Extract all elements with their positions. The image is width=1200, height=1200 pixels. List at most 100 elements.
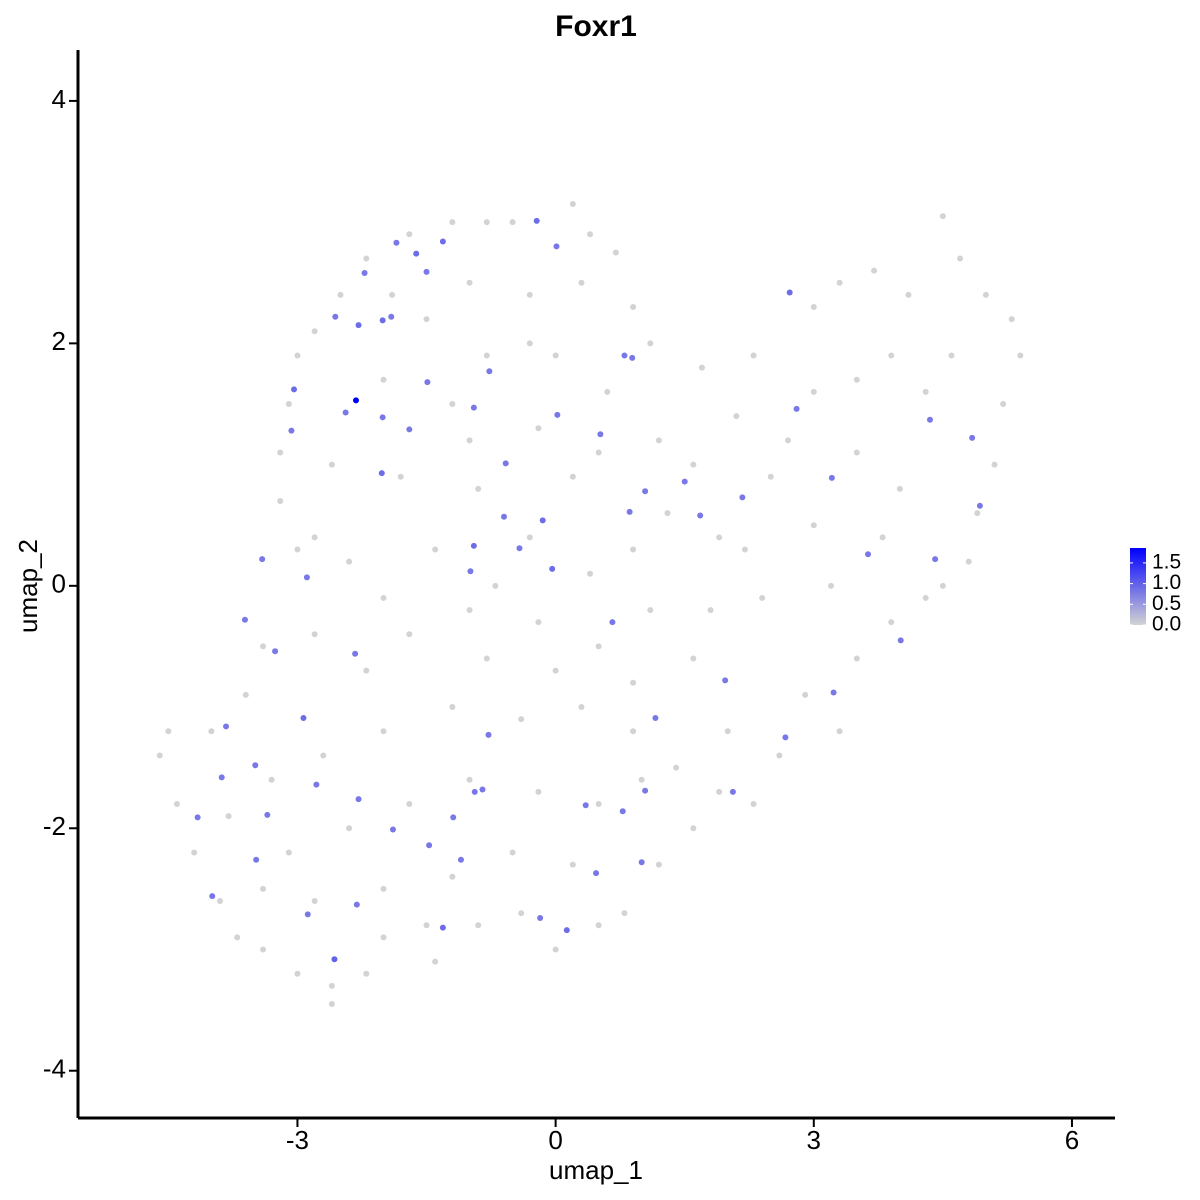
cell-point	[471, 788, 478, 795]
cell-point	[974, 510, 981, 517]
cell-point	[355, 322, 362, 329]
cell-point	[932, 556, 939, 563]
cell-point	[291, 386, 298, 393]
cell-point	[426, 842, 433, 849]
cell-point	[328, 461, 335, 468]
cell-point	[216, 898, 223, 905]
cell-point	[597, 431, 604, 438]
cell-point	[388, 313, 395, 320]
cell-point	[470, 542, 477, 549]
x-tick-label: 0	[548, 1125, 562, 1155]
cell-point	[208, 728, 215, 735]
cell-point	[300, 714, 307, 721]
cell-point	[234, 934, 241, 941]
cell-point	[449, 873, 456, 880]
cell-point	[948, 352, 955, 359]
cell-point	[466, 776, 473, 783]
cell-point	[828, 582, 835, 589]
cell-point	[626, 508, 633, 515]
y-tick-label: 0	[52, 569, 66, 599]
cell-point	[647, 340, 654, 347]
cell-point	[810, 303, 817, 310]
cell-point	[194, 814, 201, 821]
cell-point	[776, 752, 783, 759]
cell-point	[294, 352, 301, 359]
cell-point	[655, 861, 662, 868]
cell-point	[957, 255, 964, 262]
cell-point	[209, 893, 216, 900]
cell-point	[1017, 352, 1024, 359]
cell-point	[423, 268, 430, 275]
cell-point	[483, 352, 490, 359]
cell-point	[697, 512, 704, 519]
x-tick-label: 6	[1065, 1125, 1079, 1155]
cell-point	[593, 870, 600, 877]
cell-point	[406, 801, 413, 808]
cell-point	[724, 728, 731, 735]
cell-point	[722, 677, 729, 684]
cell-point	[352, 650, 359, 657]
cell-point	[828, 474, 835, 481]
cell-point	[378, 470, 385, 477]
cell-point	[413, 250, 420, 257]
cell-point	[569, 861, 576, 868]
cell-point	[406, 231, 413, 238]
cell-point	[535, 619, 542, 626]
cell-point	[619, 808, 626, 815]
cell-point	[690, 655, 697, 662]
cell-point	[621, 910, 628, 917]
cell-point	[406, 631, 413, 638]
cell-point	[268, 776, 275, 783]
cell-point	[424, 379, 431, 386]
cell-point	[475, 485, 482, 492]
colorbar-tick-label: 0.5	[1152, 592, 1181, 615]
cell-point	[563, 927, 570, 934]
cell-point	[690, 825, 697, 832]
cell-point	[549, 565, 556, 572]
cell-point	[328, 982, 335, 989]
cell-point	[467, 568, 474, 575]
x-tick-label: 3	[807, 1125, 821, 1155]
cell-point	[741, 546, 748, 553]
cell-point	[466, 279, 473, 286]
cell-point	[380, 376, 387, 383]
cell-point	[642, 488, 649, 495]
cell-point	[500, 513, 507, 520]
cell-point	[518, 910, 525, 917]
cell-point	[526, 340, 533, 347]
cell-point	[311, 631, 318, 638]
cell-point	[638, 776, 645, 783]
cell-point	[991, 461, 998, 468]
cell-point	[285, 849, 292, 856]
colorbar	[1130, 548, 1146, 625]
cell-point	[313, 781, 320, 788]
cell-point	[502, 460, 509, 467]
cell-point	[698, 364, 705, 371]
cell-point	[304, 911, 311, 918]
cell-point	[223, 723, 230, 730]
chart-title: Foxr1	[555, 10, 637, 43]
cell-point	[552, 352, 559, 359]
cell-point	[264, 811, 271, 818]
cell-point	[509, 849, 516, 856]
cell-point	[922, 594, 929, 601]
cell-point	[836, 728, 843, 735]
cell-point	[449, 400, 456, 407]
cell-point	[288, 427, 295, 434]
cell-point	[242, 691, 249, 698]
cell-point	[569, 200, 576, 207]
cell-point	[353, 901, 360, 908]
cell-point	[328, 1001, 335, 1008]
cell-point	[311, 328, 318, 335]
cell-point	[1008, 316, 1015, 323]
cell-point	[784, 437, 791, 444]
cell-point	[363, 667, 370, 674]
cell-point	[969, 434, 976, 441]
cell-point	[767, 473, 774, 480]
cell-point	[604, 388, 611, 395]
cell-point	[516, 545, 523, 552]
cell-point	[156, 752, 163, 759]
cell-point	[423, 922, 430, 929]
cell-point	[629, 354, 636, 361]
cell-point	[733, 413, 740, 420]
